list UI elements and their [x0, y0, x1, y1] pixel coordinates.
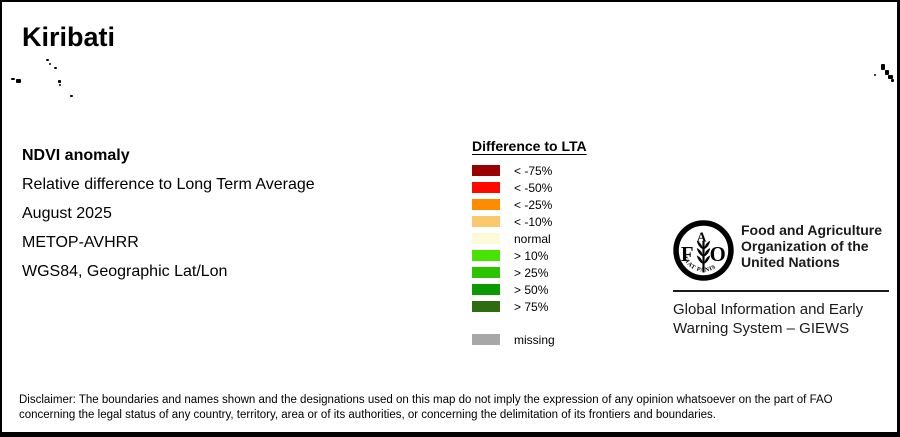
fao-org-line: Food and Agriculture: [741, 222, 883, 238]
disclaimer-line: Disclaimer: The boundaries and names sho…: [19, 394, 833, 406]
legend-swatch: [472, 233, 500, 244]
legend-label: > 75%: [514, 299, 549, 314]
giews-line: Global Information and Early: [673, 301, 864, 318]
legend-label: > 50%: [514, 282, 549, 297]
legend-swatch: [472, 301, 500, 312]
island-dot: [11, 78, 15, 80]
legend-item: > 10%: [472, 247, 587, 264]
legend-swatch: [472, 216, 500, 227]
island-dot: [16, 79, 21, 83]
legend-label: < -25%: [514, 197, 553, 212]
fao-org-line: United Nations: [741, 254, 840, 270]
legend-item: normal: [472, 230, 587, 247]
disclaimer: Disclaimer: The boundaries and names sho…: [19, 393, 885, 423]
legend-label: > 10%: [514, 248, 549, 263]
island-dot: [54, 67, 57, 69]
legend-items: < -75% < -50% < -25% < -10% normal > 10% > 25%…: [472, 162, 587, 348]
legend-label: missing: [514, 332, 555, 347]
disclaimer-line: concerning the legal status of any count…: [19, 409, 716, 421]
metadata-line-subtitle: Relative difference to Long Term Average: [22, 176, 315, 193]
metadata-line-date: August 2025: [22, 205, 112, 222]
legend-label: > 25%: [514, 265, 549, 280]
metadata-heading: NDVI anomaly: [22, 147, 130, 164]
svg-text:A: A: [697, 229, 707, 244]
legend-swatch: [472, 267, 500, 278]
svg-text:O: O: [710, 244, 726, 266]
page-title: Kiribati: [22, 22, 116, 52]
legend-title: Difference to LTA: [472, 138, 587, 154]
fao-logo-icon: F O A FIAT PANIS: [673, 220, 734, 281]
legend-swatch: [472, 250, 500, 261]
legend-item: > 75%: [472, 298, 587, 315]
map-islands: [2, 2, 897, 432]
island-dot: [891, 79, 894, 82]
legend-label: normal: [514, 231, 551, 246]
fao-org-line: Organization of the: [741, 238, 869, 254]
legend-item: < -25%: [472, 196, 587, 213]
legend: Difference to LTA < -75% < -50% < -25% < -1…: [472, 138, 587, 348]
legend-swatch: [472, 334, 500, 345]
legend-label: < -10%: [514, 214, 553, 229]
legend-swatch: [472, 284, 500, 295]
island-dot: [888, 75, 893, 79]
legend-label: < -50%: [514, 180, 553, 195]
footer-divider: [673, 290, 889, 292]
island-dot: [70, 95, 73, 97]
fao-org-name: Food and Agriculture Organization of the…: [741, 222, 882, 270]
island-dot: [58, 80, 61, 83]
legend-item: < -10%: [472, 213, 587, 230]
island-dot: [59, 84, 61, 86]
legend-item: > 25%: [472, 264, 587, 281]
metadata-line-sensor: METOP-AVHRR: [22, 234, 139, 251]
svg-text:F: F: [681, 244, 694, 266]
legend-item: > 50%: [472, 281, 587, 298]
map-metadata: NDVI anomaly Relative difference to Long…: [22, 141, 315, 286]
legend-swatch: [472, 165, 500, 176]
fao-footer: F O A FIAT PANIS Food and Agriculture Or…: [673, 218, 893, 338]
legend-item: < -75%: [472, 162, 587, 179]
island-dot: [885, 70, 889, 75]
island-dot: [46, 59, 49, 61]
legend-swatch: [472, 199, 500, 210]
metadata-line-projection: WGS84, Geographic Lat/Lon: [22, 263, 228, 280]
island-dot: [49, 63, 51, 65]
legend-item: < -50%: [472, 179, 587, 196]
fao-header: F O A FIAT PANIS Food and Agriculture Or…: [673, 218, 893, 281]
legend-swatch: [472, 182, 500, 193]
legend-item: missing: [472, 331, 587, 348]
legend-label: < -75%: [514, 163, 553, 178]
giews-line: Warning System – GIEWS: [673, 320, 850, 337]
giews-name: Global Information and Early Warning Sys…: [673, 300, 893, 338]
island-dot: [874, 74, 876, 76]
island-dot: [881, 64, 885, 70]
